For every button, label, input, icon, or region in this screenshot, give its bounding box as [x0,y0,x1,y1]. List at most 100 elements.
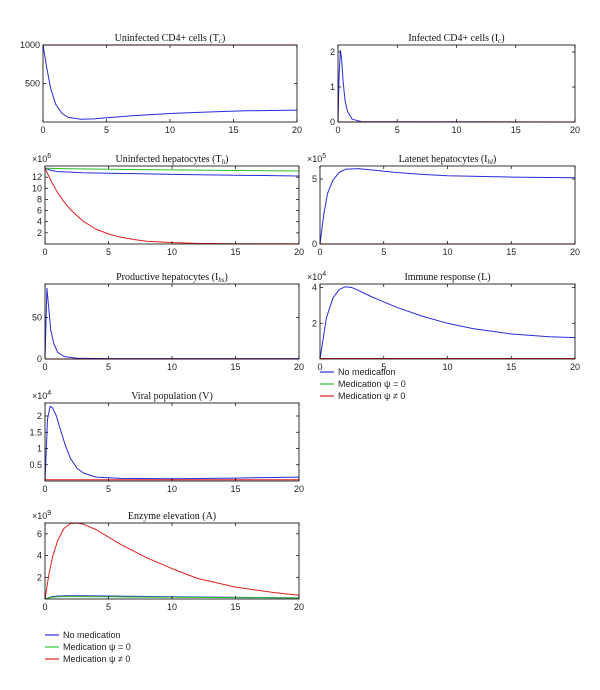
legend-2: No medication Medication ψ = 0 Medication … [45,630,131,664]
x-tick-label: 5 [381,247,386,257]
x-tick-label: 20 [570,362,580,372]
y-tick-label: 10 [32,183,42,193]
y-tick-label: 12 [32,172,42,182]
x-tick-label: 20 [292,125,302,135]
plot-frame [337,44,576,123]
x-tick-label: 15 [230,602,240,612]
legend-label: No medication [338,367,396,377]
series-line-th-2 [44,167,300,245]
chart-title: Uninfected hepatocytes (Th) [116,154,229,166]
chart-title: Viral population (V) [131,391,213,402]
plot-frame [44,283,300,360]
x-tick-label: 5 [106,602,111,612]
y-tick-label: 50 [32,312,42,322]
x-tick-label: 15 [228,125,238,135]
chart-panel-tc: 0 5 10 15 20 500 1000 Uninfected CD4+ cells (Tc… [20,33,302,135]
x-tick-label: 15 [230,362,240,372]
y-tick-label: 2 [37,572,42,582]
y-tick-label: 6 [37,206,42,216]
y-tick-label: 8 [37,194,42,204]
y-tick-label: 2 [312,318,317,328]
x-tick-label: 10 [442,362,452,372]
legend-1: No medication Medication ψ = 0 Medication … [320,367,406,401]
chart-title: Infected CD4+ cells (Ic) [408,33,504,45]
y-tick-label: 0 [312,239,317,249]
x-tick-label: 10 [451,125,461,135]
legend-label: Medication ψ = 0 [338,379,406,389]
x-tick-label: 5 [381,362,386,372]
x-tick-label: 15 [230,484,240,494]
x-tick-label: 5 [106,247,111,257]
chart-title: Latenet hepatocytes (Ihl) [399,154,497,166]
x-tick-label: 5 [104,125,109,135]
x-tick-label: 0 [40,125,45,135]
series-line-ihl-0 [319,168,576,245]
x-tick-label: 20 [294,362,304,372]
x-tick-label: 5 [106,362,111,372]
x-tick-label: 20 [294,247,304,257]
axis-multiplier: ×104 [307,271,326,282]
series-line-ihs-0 [44,287,299,360]
x-tick-label: 20 [294,602,304,612]
y-tick-label: 4 [312,283,317,293]
x-tick-label: 0 [42,362,47,372]
x-tick-label: 15 [511,125,521,135]
series-line-a-0 [44,595,300,600]
chart-title: Productive hepatocytes (Ihs) [116,272,228,284]
chart-title: Uninfected CD4+ cells (Tc) [115,33,226,45]
chart-title: Immune response (L) [404,272,490,283]
axis-multiplier: ×106 [32,153,51,164]
y-tick-label: 500 [25,79,40,89]
chart-panel-ihs: 0 5 10 15 20 0 50 Productive hepatocytes (Ihs) [32,272,304,372]
y-tick-label: 5 [312,174,317,184]
series-line-th-0 [44,167,300,177]
x-tick-label: 10 [167,484,177,494]
x-tick-label: 15 [506,247,516,257]
x-tick-label: 20 [570,247,580,257]
plot-frame [44,402,300,482]
axis-multiplier: ×105 [307,153,326,164]
plot-frame [319,283,576,360]
x-tick-label: 15 [230,247,240,257]
y-tick-label: 0 [330,117,335,127]
x-tick-label: 0 [335,125,340,135]
y-tick-label: 0.5 [29,460,42,470]
legend-label: Medication ψ ≠ 0 [63,654,130,664]
plot-frame [44,522,300,600]
y-tick-label: 4 [37,217,42,227]
y-tick-label: 2 [37,228,42,238]
series-line-ic-0 [337,49,576,123]
chart-title: Enzyme elevation (A) [128,511,216,522]
y-tick-label: 6 [37,529,42,539]
y-tick-label: 1.5 [29,427,42,437]
series-line-v-0 [44,405,300,482]
y-tick-label: 1 [37,444,42,454]
plot-frame [44,165,300,245]
legend-label: Medication ψ = 0 [63,642,131,652]
x-tick-label: 10 [167,602,177,612]
x-tick-label: 10 [167,247,177,257]
series-line-th-1 [44,167,300,172]
y-tick-label: 1 [330,82,335,92]
x-tick-label: 5 [106,484,111,494]
x-tick-label: 0 [317,247,322,257]
x-tick-label: 20 [570,125,580,135]
y-tick-label: 2 [37,411,42,421]
chart-panel-l: 0 5 10 15 20 2 4 Immune response (L) ×104 [307,271,580,372]
x-tick-label: 20 [294,484,304,494]
axis-multiplier: ×104 [32,390,51,401]
chart-panel-a: 0 5 10 15 20 2 4 6 Enzyme elevation (A) ×109 [32,510,304,612]
y-tick-label: 1000 [20,40,40,50]
x-tick-label: 10 [442,247,452,257]
legend-label: Medication ψ ≠ 0 [338,391,405,401]
x-tick-label: 0 [317,362,322,372]
x-tick-label: 0 [42,484,47,494]
legend-label: No medication [63,630,121,640]
y-tick-label: 4 [37,551,42,561]
series-line-l-0 [319,286,576,360]
axis-multiplier: ×109 [32,510,51,521]
series-line-tc-0 [42,44,298,120]
x-tick-label: 0 [42,602,47,612]
